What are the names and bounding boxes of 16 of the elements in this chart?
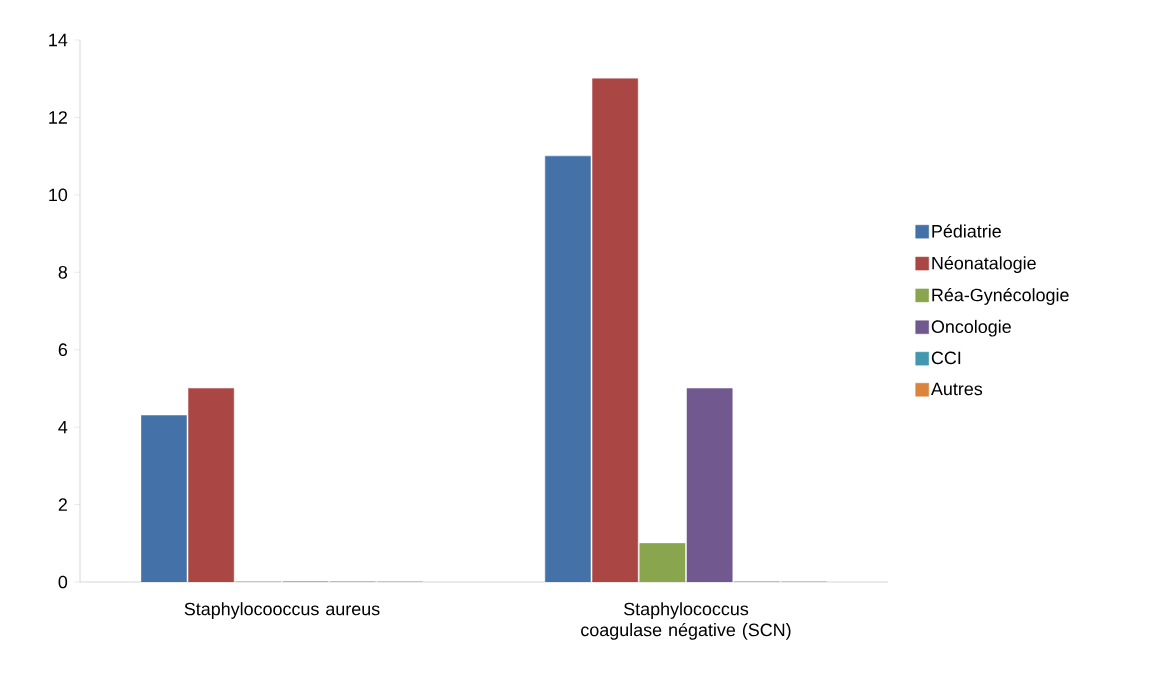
y-tick-label: 4 (58, 420, 68, 434)
y-tick-label: 6 (58, 343, 68, 357)
y-tick-label: 14 (49, 33, 68, 47)
y-tick-label: 10 (49, 188, 68, 202)
legend-label: Réa-Gynécologie (932, 287, 1069, 305)
legend-label: CCI (931, 351, 961, 365)
y-tick-label: 0 (58, 575, 68, 589)
legend-label: Pédiatrie (932, 224, 1001, 238)
x-tick-label: Staphylocooccus aureus (184, 602, 380, 619)
legend-label: Autres (930, 382, 983, 396)
x-tick-label: Staphylococcus coagulase négative (SCN) (581, 602, 791, 640)
legend-label: Oncologie (931, 319, 1011, 337)
y-tick-label: 8 (58, 265, 68, 279)
y-tick-label: 12 (49, 111, 67, 124)
y-tick-label: 2 (58, 498, 67, 511)
legend-label: Néonatalogie (932, 256, 1036, 274)
